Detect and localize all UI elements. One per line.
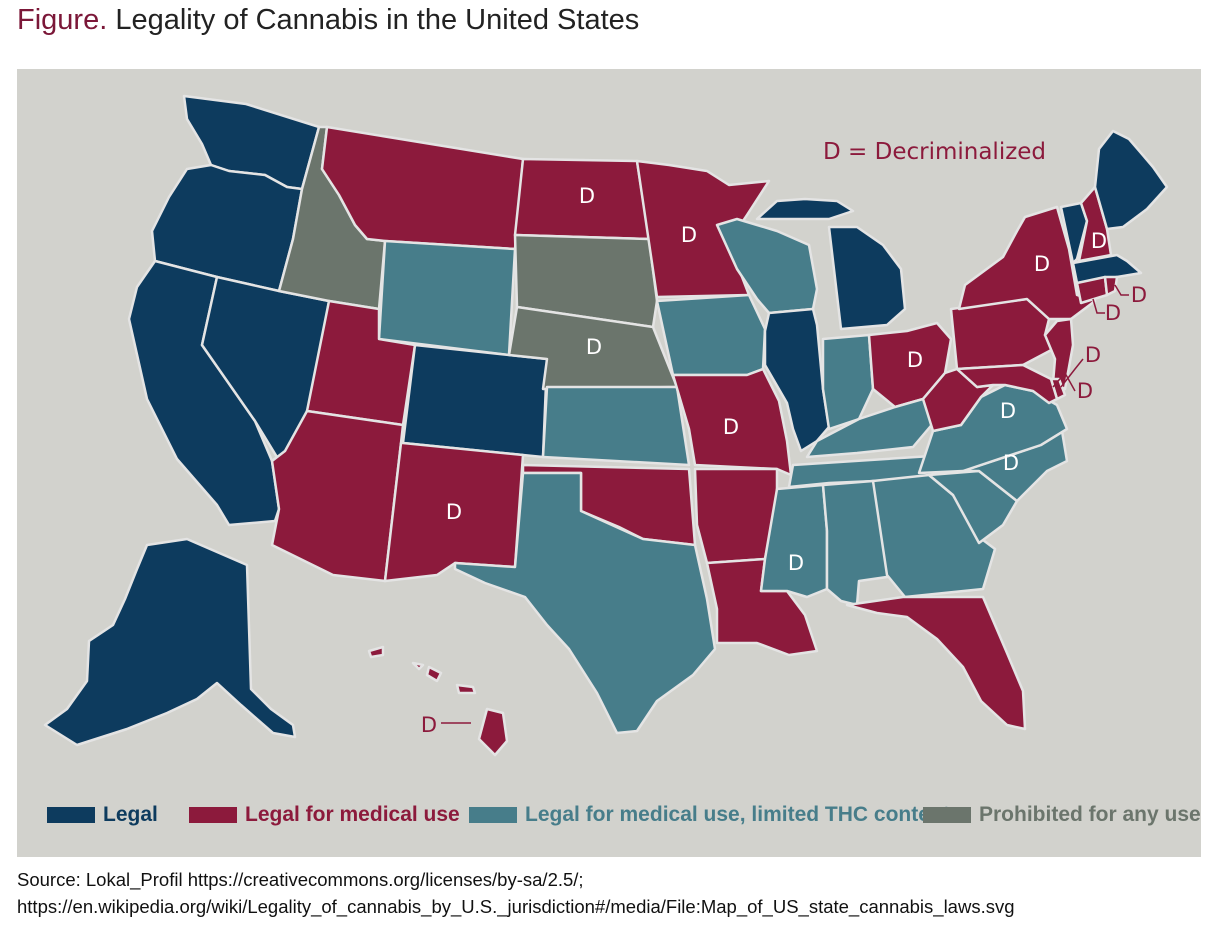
legend: Legal Legal for medical use Legal for medi…: [47, 797, 1201, 833]
legend-label-medical: Legal for medical use: [245, 803, 460, 826]
legend-item-legal: Legal: [47, 797, 158, 833]
legend-swatch-legal: [47, 807, 95, 823]
state-missouri: [671, 367, 793, 477]
source-note: Source: Lokal_Profil https://creativecom…: [17, 866, 1015, 920]
decriminalized-mark-minnesota: D: [681, 223, 697, 247]
decriminalized-mark-hawaii: D: [421, 713, 437, 737]
state-colorado: [401, 343, 549, 459]
decriminalized-mark-new-hampshire: D: [1091, 229, 1107, 253]
figure-title-text: Legality of Cannabis in the United State…: [115, 4, 640, 36]
decriminalized-mark-mississippi: D: [788, 551, 804, 575]
legend-swatch-prohibited: [923, 807, 971, 823]
state-indiana: [821, 333, 875, 431]
figure-title: Figure. Legality of Cannabis in the Unit…: [17, 4, 639, 37]
state-new-mexico: [383, 441, 525, 583]
state-alaska: [43, 537, 297, 747]
legend-label-legal: Legal: [103, 803, 158, 826]
state-connecticut: [1075, 275, 1109, 305]
decriminalized-mark-virginia: D: [1000, 399, 1016, 423]
state-florida: [845, 595, 1027, 731]
state-new-york: [957, 205, 1097, 321]
figure-prefix: Figure.: [17, 4, 108, 36]
state-michigan: [755, 197, 907, 331]
state-wisconsin: [715, 217, 819, 315]
legend-item-limited: Legal for medical use, limited THC conte…: [469, 797, 950, 833]
state-arkansas: [693, 467, 779, 565]
legend-swatch-limited: [469, 807, 517, 823]
decriminalized-mark-ohio: D: [907, 348, 923, 372]
state-maine: [1093, 129, 1169, 231]
leader-line-connecticut: [1092, 298, 1105, 314]
state-wyoming: [377, 239, 517, 357]
leader-line-maryland: [1052, 371, 1076, 392]
state-arizona: [270, 409, 405, 583]
leader-line-delaware: [1060, 358, 1084, 388]
state-new-jersey: [1043, 317, 1075, 391]
decriminalized-mark-delaware: D: [1085, 343, 1101, 367]
decriminalized-mark-maryland: D: [1077, 379, 1093, 403]
legend-label-prohibited: Prohibited for any use: [979, 803, 1201, 826]
source-line-1: Source: Lokal_Profil https://creativecom…: [17, 869, 584, 890]
state-texas: [453, 471, 717, 735]
decriminalized-mark-north-carolina: D: [1003, 451, 1019, 475]
legend-label-limited: Legal for medical use, limited THC conte…: [525, 803, 950, 826]
decriminalized-mark-missouri: D: [723, 415, 739, 439]
state-maryland: [955, 363, 1059, 405]
legend-item-medical: Legal for medical use: [189, 797, 460, 833]
source-line-2: https://en.wikipedia.org/wiki/Legality_o…: [17, 896, 1015, 917]
decriminalized-mark-connecticut: D: [1105, 301, 1121, 325]
decriminalized-mark-nebraska: D: [586, 335, 602, 359]
state-kansas: [541, 385, 691, 467]
decriminalized-mark-rhode-island: D: [1131, 283, 1147, 307]
state-south-dakota: [513, 233, 659, 329]
legend-item-prohibited: Prohibited for any use: [923, 797, 1201, 833]
legend-swatch-medical: [189, 807, 237, 823]
state-hawaii: [367, 645, 509, 757]
leader-line-rhode-island: [1114, 284, 1129, 296]
state-rhode-island: [1103, 275, 1119, 297]
state-nebraska: [507, 305, 679, 391]
decriminalized-mark-new-york: D: [1034, 252, 1050, 276]
decriminalized-key: D = Decriminalized: [823, 139, 1047, 165]
state-illinois: [763, 307, 831, 453]
decriminalized-mark-new-mexico: D: [446, 500, 462, 524]
state-iowa: [655, 293, 767, 377]
decriminalized-mark-north-dakota: D: [579, 184, 595, 208]
